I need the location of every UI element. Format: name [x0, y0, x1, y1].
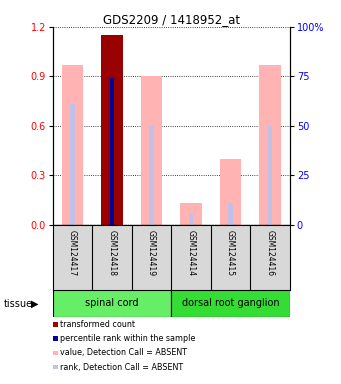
Bar [171, 290, 290, 317]
Text: dorsal root ganglion: dorsal root ganglion [182, 298, 279, 308]
Bar [149, 126, 154, 225]
Text: GSM124415: GSM124415 [226, 230, 235, 276]
Bar [228, 203, 233, 225]
Text: spinal cord: spinal cord [85, 298, 139, 308]
Text: transformed count: transformed count [60, 320, 135, 329]
Bar [141, 76, 162, 225]
Text: GSM124419: GSM124419 [147, 230, 156, 276]
Bar [180, 203, 202, 225]
Bar [101, 35, 123, 225]
Bar [268, 126, 272, 225]
Bar [53, 290, 171, 317]
Text: GSM124414: GSM124414 [187, 230, 196, 276]
Text: ▶: ▶ [31, 299, 39, 309]
Bar [110, 78, 115, 225]
Text: percentile rank within the sample: percentile rank within the sample [60, 334, 196, 343]
Text: GSM124416: GSM124416 [266, 230, 275, 276]
Text: GSM124418: GSM124418 [108, 230, 117, 276]
Bar [62, 65, 84, 225]
Title: GDS2209 / 1418952_at: GDS2209 / 1418952_at [103, 13, 240, 26]
Text: tissue: tissue [3, 299, 32, 309]
Text: rank, Detection Call = ABSENT: rank, Detection Call = ABSENT [60, 362, 183, 372]
Bar [259, 65, 281, 225]
Text: value, Detection Call = ABSENT: value, Detection Call = ABSENT [60, 348, 188, 358]
Bar [220, 159, 241, 225]
Bar [189, 213, 193, 225]
Text: GSM124417: GSM124417 [68, 230, 77, 276]
Bar [70, 104, 75, 225]
